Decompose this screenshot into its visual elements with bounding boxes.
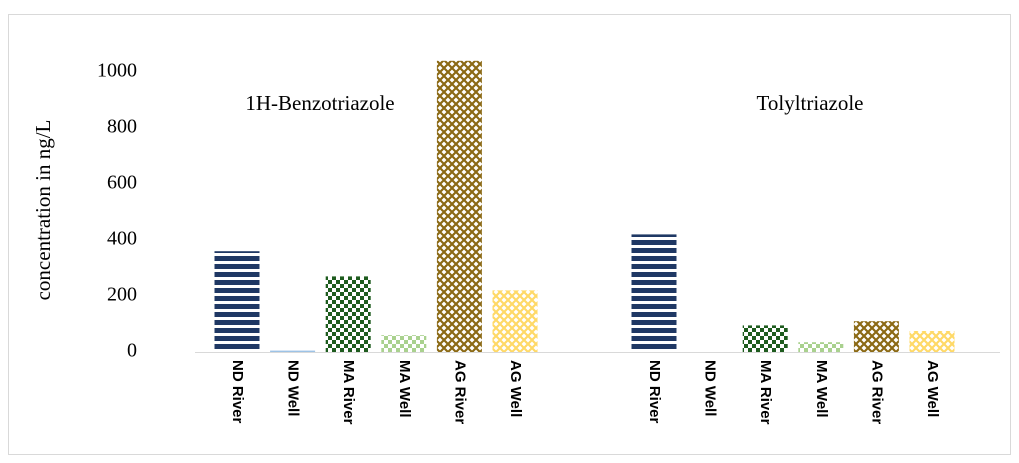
y-axis-label: concentration in ng/L	[31, 120, 55, 301]
group-label: Tolyltriazole	[757, 91, 864, 115]
y-tick-label: 400	[107, 228, 137, 250]
x-tick-label: ND Well	[285, 360, 302, 416]
y-tick-label: 1000	[97, 60, 137, 82]
bar	[381, 335, 427, 352]
bar	[631, 234, 677, 352]
x-tick-label: AG Well	[924, 360, 941, 417]
x-tick-label: AG Well	[507, 360, 524, 417]
x-tick-label: ND River	[229, 360, 246, 424]
bar	[742, 325, 788, 352]
chart-frame	[8, 14, 1011, 455]
bar	[853, 321, 899, 352]
y-tick-label: 200	[107, 284, 137, 306]
x-tick-label: ND River	[646, 360, 663, 424]
x-tick-label: MA Well	[396, 360, 413, 418]
bar	[798, 342, 844, 352]
bar	[325, 276, 371, 352]
bar	[270, 350, 316, 352]
bar	[214, 251, 260, 352]
x-tick-label: AG River	[868, 360, 885, 424]
x-tick-label: AG River	[451, 360, 468, 424]
bar	[492, 290, 538, 352]
y-tick-label: 0	[127, 340, 137, 362]
x-tick-label: ND Well	[702, 360, 719, 416]
x-tick-label: MA River	[757, 360, 774, 425]
y-tick-label: 600	[107, 172, 137, 194]
group-label: 1H-Benzotriazole	[245, 91, 394, 115]
x-tick-label: MA River	[340, 360, 357, 425]
bar	[436, 60, 482, 353]
x-tick-label: MA Well	[813, 360, 830, 418]
y-tick-label: 800	[107, 116, 137, 138]
bar	[909, 331, 955, 352]
